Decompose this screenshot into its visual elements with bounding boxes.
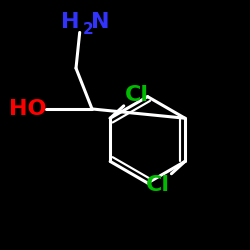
Text: Cl: Cl xyxy=(146,175,170,195)
Text: H: H xyxy=(61,12,80,32)
Text: Cl: Cl xyxy=(125,85,149,105)
Text: N: N xyxy=(91,12,109,32)
Text: HO: HO xyxy=(9,99,46,119)
Text: 2: 2 xyxy=(82,22,93,36)
